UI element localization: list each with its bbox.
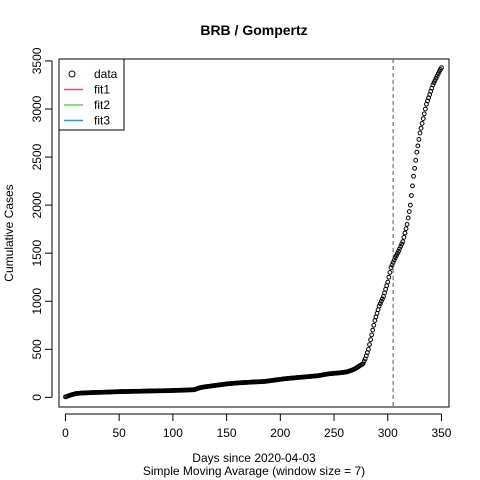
data-point [410, 183, 415, 189]
data-point [396, 248, 401, 254]
y-tick-label: 1000 [30, 288, 44, 315]
data-point [406, 209, 412, 214]
legend-label: data [94, 67, 118, 81]
data-point [361, 358, 367, 364]
data-point [387, 270, 393, 275]
data-point [415, 143, 421, 149]
data-point [402, 230, 408, 236]
data-point [360, 361, 366, 367]
data-point [369, 332, 375, 338]
data-point [367, 342, 372, 347]
data-point [418, 125, 424, 131]
data-point [368, 337, 373, 343]
data-point [399, 241, 405, 247]
data-point [412, 165, 418, 171]
x-tick-label: 0 [62, 426, 69, 440]
legend-label: fit1 [94, 83, 110, 97]
legend-box [58, 58, 125, 131]
x-tick-label: 250 [324, 426, 344, 440]
y-tick-label: 0 [30, 394, 44, 401]
data-point [414, 149, 420, 155]
data-point [398, 244, 404, 249]
data-point [400, 239, 406, 245]
data-points [63, 65, 444, 400]
data-point [366, 346, 371, 352]
data-point [404, 221, 410, 227]
y-tick-label: 3000 [30, 95, 44, 122]
data-point [388, 265, 394, 271]
data-point [371, 322, 377, 328]
legend-label: fit3 [94, 114, 110, 128]
y-tick-label: 2500 [30, 143, 44, 170]
legend-marker-data [68, 70, 76, 78]
y-tick-label: 1500 [30, 240, 44, 267]
x-tick-label: 350 [431, 426, 451, 440]
data-point [379, 296, 385, 302]
data-point [416, 137, 422, 142]
y-tick-label: 500 [30, 339, 44, 359]
data-point [401, 234, 407, 240]
data-point [370, 327, 376, 333]
legend-label: fit2 [94, 98, 110, 112]
data-point [413, 157, 419, 163]
y-tick-label: 3500 [30, 47, 44, 74]
data-point [377, 301, 383, 307]
data-point [420, 116, 426, 122]
y-tick-label: 2000 [30, 191, 44, 218]
data-point [417, 130, 423, 136]
data-point [376, 303, 382, 309]
data-point [397, 246, 402, 252]
x-tick-label: 50 [112, 426, 126, 440]
data-point [405, 215, 411, 221]
data-point [421, 111, 427, 117]
x-tick-label: 100 [163, 426, 183, 440]
data-point [439, 65, 444, 71]
data-point [422, 106, 428, 112]
data-point [378, 298, 384, 304]
plot-border [58, 58, 450, 408]
x-axis: 0 50 100 150 200 250 300 350 [62, 413, 452, 440]
x-tick-label: 300 [378, 426, 398, 440]
y-axis-label: Cumulative Cases [2, 184, 16, 281]
x-axis-label: Days since 2020-04-03 [192, 451, 316, 465]
x-axis-subtitle: Simple Moving Avarage (window size = 7) [143, 464, 365, 478]
data-point [389, 262, 395, 268]
x-tick-label: 200 [270, 426, 290, 440]
data-point [411, 173, 416, 179]
data-point [385, 279, 391, 285]
chart-title: BRB / Gompertz [200, 22, 307, 38]
data-point [408, 193, 414, 198]
x-tick-label: 150 [217, 426, 237, 440]
data-point [419, 121, 425, 126]
y-axis: 0 500 1000 1500 2000 2500 3000 3500 [30, 47, 53, 401]
data-point [407, 202, 413, 208]
data-point [403, 226, 409, 232]
data-point [386, 274, 392, 280]
